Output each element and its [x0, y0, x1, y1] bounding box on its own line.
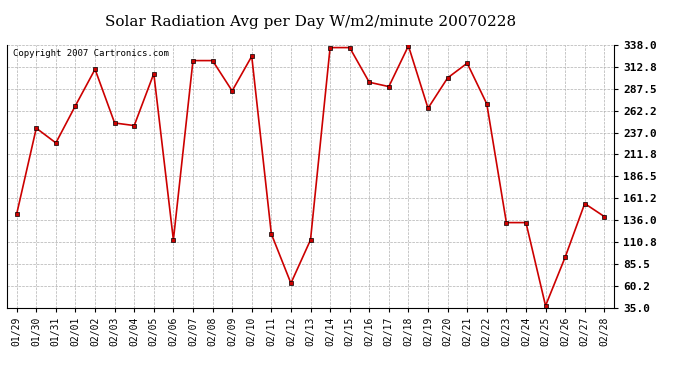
Text: Copyright 2007 Cartronics.com: Copyright 2007 Cartronics.com: [13, 49, 169, 58]
Text: Solar Radiation Avg per Day W/m2/minute 20070228: Solar Radiation Avg per Day W/m2/minute …: [105, 15, 516, 29]
